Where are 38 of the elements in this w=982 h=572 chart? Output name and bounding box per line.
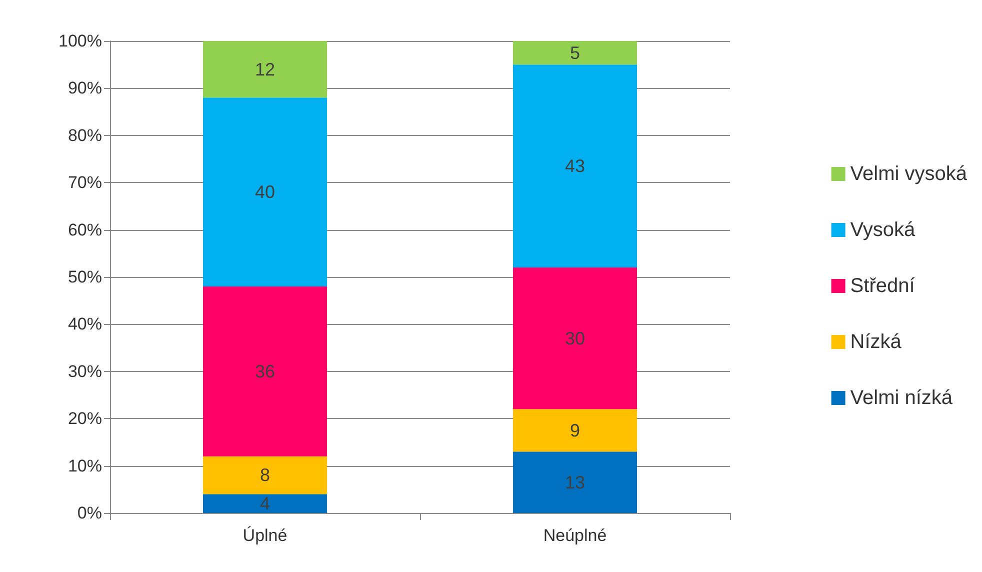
data-label: 12 [254,59,276,80]
y-tick-label: 50% [68,268,102,286]
bar [513,268,637,410]
bar [513,452,637,513]
bar [203,98,327,286]
data-label: 43 [564,156,586,176]
data-label: 30 [564,328,586,348]
x-tick-label: Neúplné [543,526,607,545]
y-tick-label: 100% [58,32,102,50]
bar [513,64,637,268]
y-tick-label: 0% [77,504,102,522]
y-tick-label: 20% [68,409,102,428]
y-tick-label: 80% [68,126,102,145]
y-tick-label: 60% [68,220,102,240]
y-tick-label: 10% [68,456,102,476]
data-label: 13 [564,472,586,492]
y-tick-label: 70% [68,173,102,192]
y-tick-label: 90% [68,78,102,98]
legend-label: Velmi nízká [850,387,954,409]
x-tick-label: Úplné [242,526,288,545]
data-label: 4 [260,494,270,514]
bar [513,409,637,452]
bar [203,41,327,98]
bar [513,41,637,65]
data-label: 5 [570,42,580,63]
legend-label: Velmi vysoká [850,163,968,185]
data-label: 40 [254,182,276,202]
bar [203,286,327,456]
data-label: 8 [260,465,270,486]
legend-label: Střední [850,275,916,297]
legend-label: Nízká [850,331,902,353]
data-label: 9 [570,420,580,440]
bar [203,494,327,513]
legend-label: Vysoká [850,219,916,241]
bar [203,456,327,494]
y-tick-label: 30% [68,362,102,381]
y-tick-label: 40% [68,314,102,334]
data-label: 36 [254,361,276,382]
